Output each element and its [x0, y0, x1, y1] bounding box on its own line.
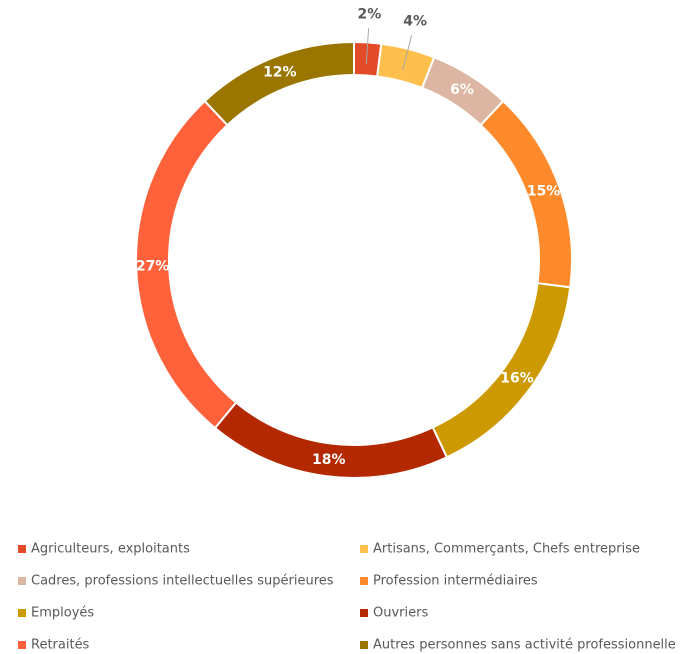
legend-label: Profession intermédiaires [373, 574, 538, 589]
legend-swatch [360, 577, 368, 585]
legend-label: Artisans, Commerçants, Chefs entreprise [373, 542, 640, 557]
value-label: 4% [403, 14, 427, 30]
legend-label: Agriculteurs, exploitants [31, 542, 190, 557]
legend-swatch [18, 609, 26, 617]
value-label: 15% [527, 184, 561, 200]
legend-label: Retraités [31, 638, 90, 653]
legend-label: Employés [31, 606, 94, 621]
leader-line [402, 35, 413, 71]
legend-swatch [18, 577, 26, 585]
value-label: 18% [312, 452, 346, 468]
donut-slice [203, 40, 355, 127]
value-label: 2% [358, 6, 382, 22]
legend-label: Cadres, professions intellectuelles supé… [31, 574, 334, 589]
legend-swatch [360, 545, 368, 553]
legend-swatch [18, 545, 26, 553]
value-label: 12% [263, 65, 297, 81]
legend-label: Ouvriers [373, 606, 428, 621]
legend-label: Autres personnes sans activité professio… [373, 638, 676, 653]
legend-swatch [360, 641, 368, 649]
leader-line [365, 28, 370, 65]
value-label: 6% [450, 82, 474, 98]
value-label: 27% [136, 258, 170, 274]
legend-swatch [18, 641, 26, 649]
value-label: 16% [500, 370, 534, 386]
legend-swatch [360, 609, 368, 617]
